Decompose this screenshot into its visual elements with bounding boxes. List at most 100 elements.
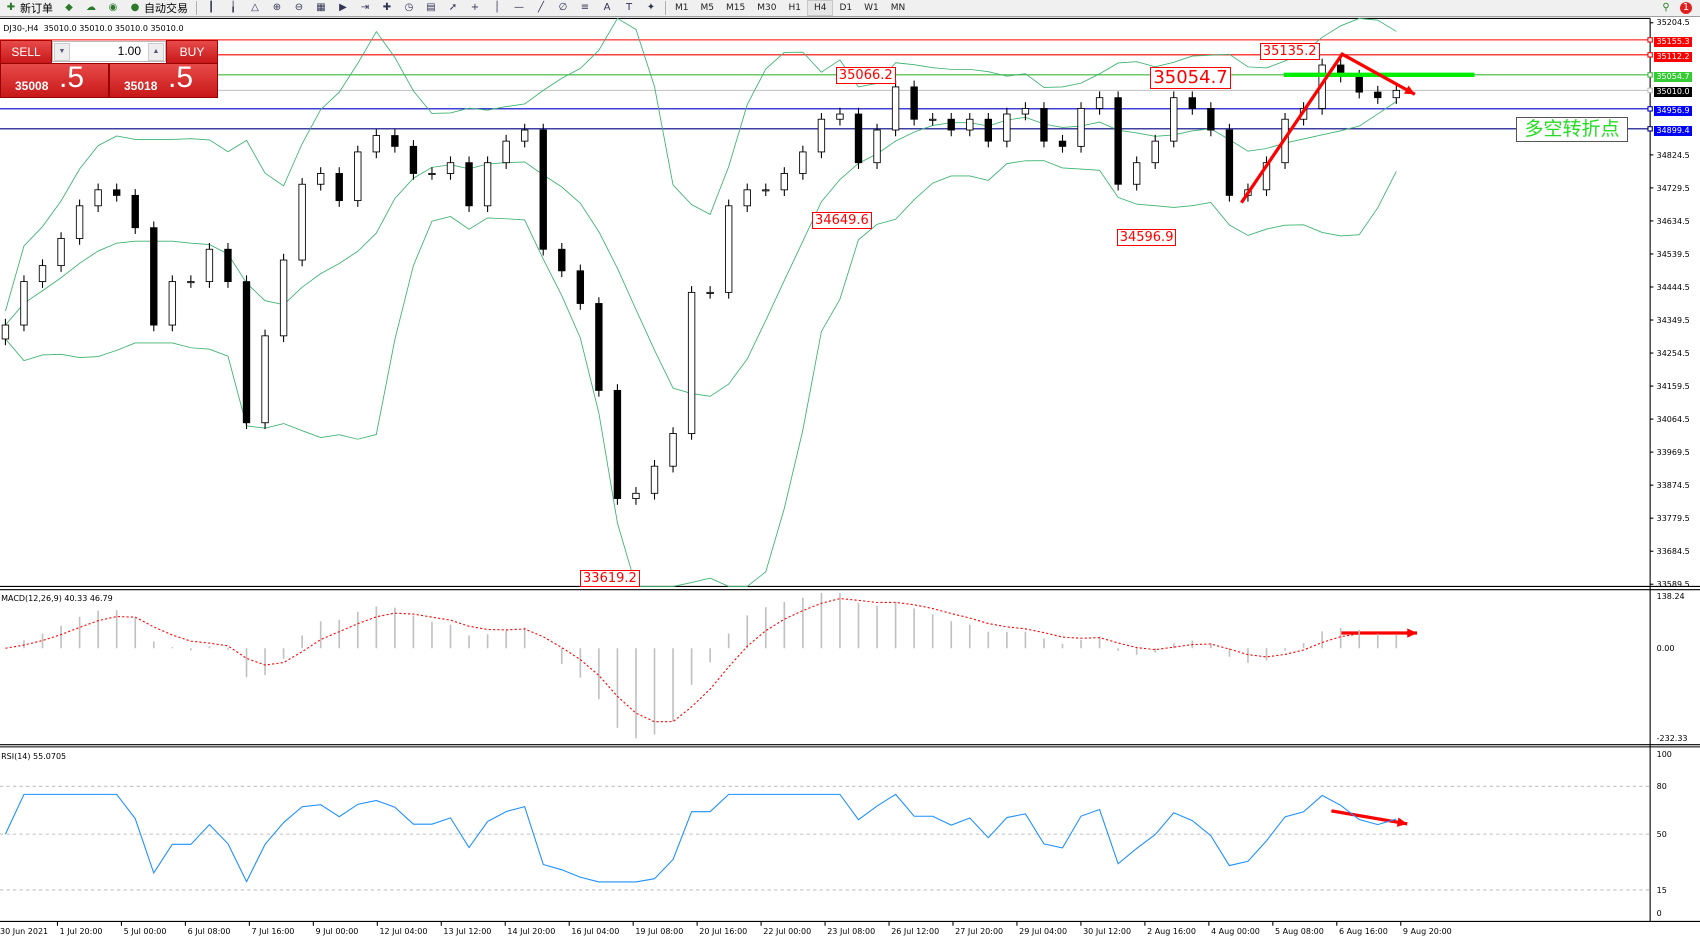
bollinger-lower xyxy=(5,160,1397,587)
hline-handle[interactable] xyxy=(1647,87,1653,94)
candle-bullish xyxy=(168,281,177,326)
label-button[interactable]: T xyxy=(618,0,640,16)
candle-bullish xyxy=(836,113,844,120)
sell-price-pips: .5 xyxy=(59,61,85,94)
timeframe-m5[interactable]: M5 xyxy=(700,3,715,13)
candle-bullish xyxy=(75,205,84,239)
toolbar-right: ⚲ 1 xyxy=(1660,2,1700,14)
vertical-line-button[interactable]: │ xyxy=(486,0,508,16)
clock-button[interactable]: ◷ xyxy=(398,0,420,16)
indicators-icon: ✚ xyxy=(382,2,392,13)
candle-bullish xyxy=(372,135,381,153)
candle-bearish xyxy=(947,118,955,131)
hline-handle[interactable] xyxy=(1647,126,1653,132)
candle-bearish xyxy=(1058,140,1067,147)
lot-size-input[interactable]: ▼ 1.00 ▲ xyxy=(52,41,166,62)
bollinger-middle xyxy=(5,101,1397,397)
search-icon[interactable]: ⚲ xyxy=(1662,2,1670,13)
candlestick-button[interactable]: ╽ xyxy=(222,0,244,16)
timeframe-h4[interactable]: H4 xyxy=(806,0,834,16)
sell-button[interactable]: SELL xyxy=(0,40,52,64)
toolbar-button-new-order[interactable]: ✚ 新订单 xyxy=(0,0,58,16)
indicators-button[interactable]: ✚ xyxy=(376,0,398,16)
fibonacci-icon: ∅ xyxy=(558,2,568,13)
price-trend-arrow xyxy=(1240,52,1416,204)
timeframe-m15[interactable]: M15 xyxy=(726,3,746,13)
chart-shift-button[interactable]: ⇥ xyxy=(354,0,376,16)
candlestick-icon: ╽ xyxy=(229,2,237,13)
hline-handle[interactable] xyxy=(1647,37,1653,43)
channel-button[interactable]: ≡ xyxy=(574,0,596,16)
candle-bullish xyxy=(706,291,714,294)
rsi-arrow xyxy=(1331,809,1408,826)
signal-icon: ◉ xyxy=(108,2,118,13)
arrows-button[interactable]: ✦ xyxy=(640,0,662,16)
hline-handle[interactable] xyxy=(1647,72,1653,78)
toolbar-button-autotrading[interactable]: ● 自动交易 xyxy=(124,0,193,16)
candle-bullish xyxy=(1262,162,1271,191)
candle-bearish xyxy=(576,270,585,304)
rsi-line xyxy=(4,793,1397,883)
autoscroll-button[interactable]: ▶ xyxy=(332,0,354,16)
toolbar-button-market-watch[interactable]: ◆ xyxy=(58,0,80,16)
zoom-in-button[interactable]: ⊕ xyxy=(266,0,288,16)
hline-handle[interactable] xyxy=(1647,106,1653,112)
candle-bullish xyxy=(205,248,214,283)
toolbar-button-signal[interactable]: ◉ xyxy=(102,0,124,16)
candle-bullish xyxy=(1151,140,1159,164)
text-button[interactable]: A xyxy=(596,0,618,16)
timeframe-d1[interactable]: D1 xyxy=(839,3,853,13)
price-trend-arrow-head-icon xyxy=(1404,85,1415,95)
candle-bullish xyxy=(1392,89,1401,99)
candle-bullish xyxy=(298,183,306,261)
candle-bearish xyxy=(113,189,121,196)
notification-icon[interactable]: 1 xyxy=(1680,2,1692,14)
toolbar-separator xyxy=(665,1,666,15)
sell-price-button[interactable]: 35008 .5 xyxy=(0,61,109,98)
candle-bearish xyxy=(1114,97,1122,185)
lot-increase-button[interactable]: ▲ xyxy=(148,43,164,61)
candle-bullish xyxy=(724,205,733,293)
buy-price-pips: .5 xyxy=(168,61,194,94)
timeframe-w1[interactable]: W1 xyxy=(864,3,879,13)
hline-handle[interactable] xyxy=(1647,52,1653,58)
line-chart-button[interactable]: △ xyxy=(244,0,266,16)
candle-bullish xyxy=(187,281,195,284)
fibonacci-button[interactable]: ∅ xyxy=(552,0,574,16)
text-icon: A xyxy=(603,2,611,13)
candle-bearish xyxy=(391,135,399,147)
bar-chart-button[interactable]: ┃ xyxy=(200,0,222,16)
candle-bearish xyxy=(910,86,918,120)
timeframe-mn[interactable]: MN xyxy=(890,3,906,13)
candle-bullish xyxy=(687,291,696,434)
candle-bullish xyxy=(817,118,826,153)
zoom-out-button[interactable]: ⊖ xyxy=(288,0,310,16)
tile-button[interactable]: ▦ xyxy=(310,0,332,16)
timeframe-m30[interactable]: M30 xyxy=(757,3,777,13)
candle-bullish xyxy=(1077,108,1085,147)
timeframe-m1[interactable]: M1 xyxy=(675,3,689,13)
rsi-arrow-head-icon xyxy=(1396,817,1408,827)
candle-bullish xyxy=(57,238,65,267)
one-click-trading-panel: SELL ▼ 1.00 ▲ BUY 35008 .5 35018 .5 xyxy=(0,40,218,98)
candle-bullish xyxy=(1021,108,1030,115)
candle-bearish xyxy=(539,129,547,250)
buy-price-button[interactable]: 35018 .5 xyxy=(109,61,218,98)
buy-button[interactable]: BUY xyxy=(166,40,218,64)
market-watch-icon: ◆ xyxy=(65,2,73,13)
cursor-button[interactable]: ➚ xyxy=(442,0,464,16)
toolbar-button-cloud[interactable]: ☁ xyxy=(80,0,102,16)
lot-decrease-button[interactable]: ▼ xyxy=(54,43,70,61)
trendline-button[interactable]: ╱ xyxy=(530,0,552,16)
horizontal-line-button[interactable]: — xyxy=(508,0,530,16)
candle-bullish xyxy=(428,173,436,175)
candle-bullish xyxy=(799,151,807,174)
vertical-line-icon: │ xyxy=(493,2,501,13)
crosshair-button[interactable]: + xyxy=(464,0,486,16)
line-chart-icon: △ xyxy=(251,2,259,13)
timeframe-h1[interactable]: H1 xyxy=(788,3,801,13)
chart-shift-icon: ⇥ xyxy=(360,2,370,13)
template-button[interactable]: ▤ xyxy=(420,0,442,16)
macd-signal-line xyxy=(5,598,1397,723)
